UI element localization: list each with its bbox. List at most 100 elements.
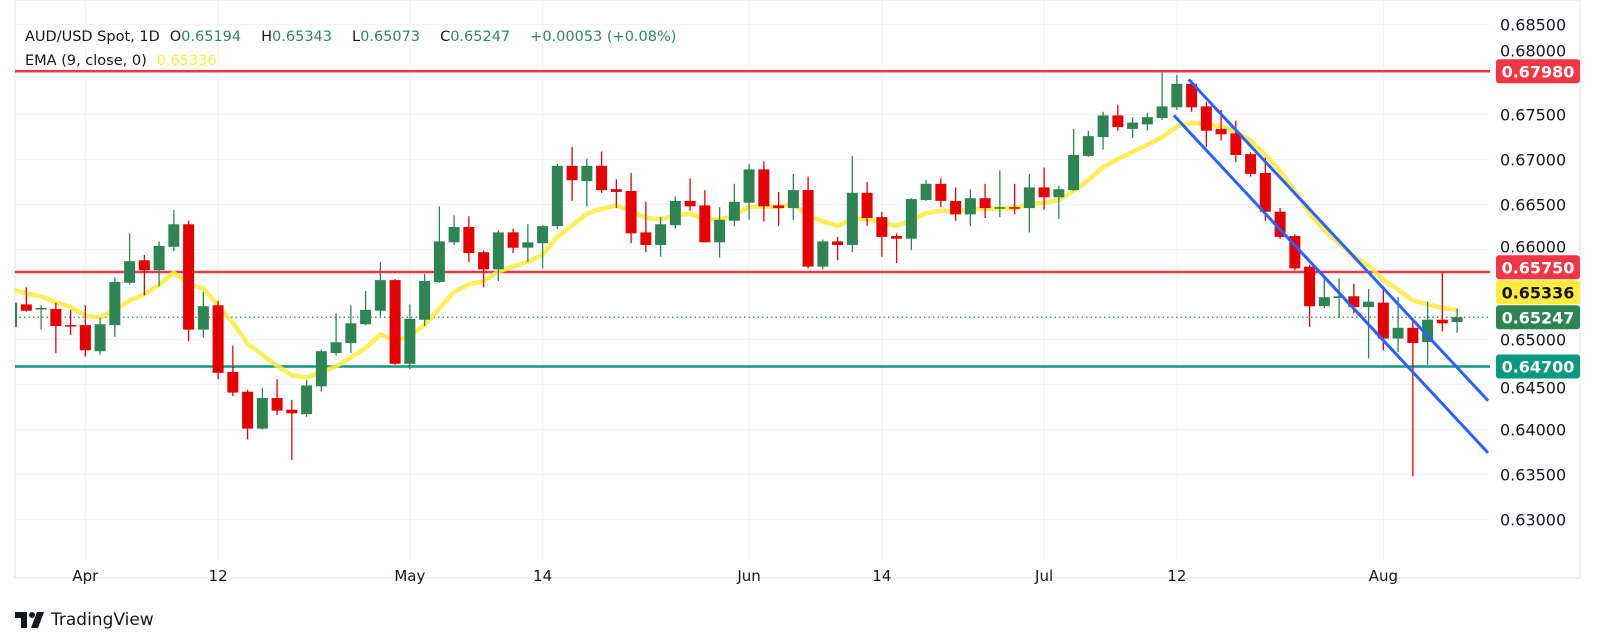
- bullish-candle[interactable]: [330, 313, 342, 356]
- bearish-candle[interactable]: [50, 302, 62, 353]
- time-axis[interactable]: Apr 12 May 14 Jun 14 Jul 12 Aug: [72, 567, 1398, 585]
- bullish-candle[interactable]: [1127, 117, 1139, 138]
- bullish-candle[interactable]: [1053, 185, 1065, 219]
- bullish-candle[interactable]: [522, 224, 534, 263]
- bullish-candle[interactable]: [1422, 301, 1434, 365]
- bearish-candle[interactable]: [1009, 183, 1021, 215]
- bearish-candle[interactable]: [212, 300, 224, 380]
- bearish-candle[interactable]: [699, 190, 711, 243]
- bullish-candle[interactable]: [1318, 278, 1330, 308]
- bullish-candle[interactable]: [404, 304, 416, 370]
- bullish-candle[interactable]: [374, 262, 386, 317]
- bullish-candle[interactable]: [1451, 308, 1463, 333]
- bullish-candle[interactable]: [846, 155, 858, 253]
- bearish-candle[interactable]: [684, 178, 696, 211]
- bearish-candle[interactable]: [1259, 157, 1271, 221]
- bearish-candle[interactable]: [566, 146, 578, 201]
- bearish-candle[interactable]: [1245, 152, 1257, 177]
- bearish-candle[interactable]: [596, 151, 608, 193]
- bearish-candle[interactable]: [507, 228, 519, 254]
- bullish-candle[interactable]: [1082, 130, 1094, 157]
- bearish-candle[interactable]: [20, 287, 32, 312]
- bearish-candle[interactable]: [271, 379, 283, 416]
- bearish-candle[interactable]: [979, 183, 991, 218]
- bearish-candle[interactable]: [935, 178, 947, 208]
- bearish-candle[interactable]: [1407, 319, 1419, 477]
- bullish-candle[interactable]: [669, 196, 681, 229]
- bearish-candle[interactable]: [861, 182, 873, 227]
- bearish-candle[interactable]: [1289, 234, 1301, 271]
- bullish-candle[interactable]: [920, 180, 932, 201]
- bullish-candle[interactable]: [315, 349, 327, 392]
- bullish-candle[interactable]: [345, 305, 357, 353]
- bearish-candle[interactable]: [1436, 272, 1448, 332]
- descending-channel[interactable]: [1172, 78, 1490, 454]
- bearish-candle[interactable]: [1274, 208, 1286, 239]
- channel-lower-trendline[interactable]: [1172, 114, 1490, 454]
- bearish-candle[interactable]: [625, 173, 637, 244]
- channel-upper-trendline[interactable]: [1187, 78, 1490, 402]
- bullish-candle[interactable]: [492, 230, 504, 281]
- bearish-candle[interactable]: [1304, 264, 1316, 327]
- bullish-candle[interactable]: [1171, 74, 1183, 110]
- bullish-candle[interactable]: [1141, 112, 1153, 131]
- bearish-candle[interactable]: [242, 389, 254, 440]
- bearish-candle[interactable]: [891, 233, 903, 263]
- bearish-candle[interactable]: [463, 216, 475, 263]
- bullish-candle[interactable]: [537, 225, 549, 269]
- bearish-candle[interactable]: [286, 399, 298, 461]
- bullish-candle[interactable]: [581, 158, 593, 207]
- bearish-candle[interactable]: [876, 211, 888, 257]
- bearish-candle[interactable]: [610, 179, 622, 209]
- bearish-candle[interactable]: [773, 191, 785, 227]
- bearish-candle[interactable]: [183, 220, 195, 342]
- bearish-candle[interactable]: [758, 161, 770, 222]
- bullish-candle[interactable]: [153, 241, 165, 287]
- bullish-candle[interactable]: [1068, 128, 1080, 191]
- bullish-candle[interactable]: [168, 209, 180, 252]
- bullish-candle[interactable]: [35, 305, 47, 330]
- bearish-candle[interactable]: [950, 187, 962, 221]
- price-axis[interactable]: 0.68500 0.68000 0.67500 0.67000 0.66500 0.660…: [1500, 16, 1566, 530]
- bullish-candle[interactable]: [94, 317, 106, 355]
- bullish-candle[interactable]: [419, 273, 431, 326]
- bullish-candle[interactable]: [743, 164, 755, 220]
- bullish-candle[interactable]: [197, 291, 209, 338]
- bearish-candle[interactable]: [802, 176, 814, 269]
- bullish-candle[interactable]: [1156, 71, 1168, 120]
- symbol-title[interactable]: AUD/USD Spot, 1D: [25, 29, 160, 45]
- bullish-candle[interactable]: [1023, 173, 1035, 233]
- bullish-candle[interactable]: [256, 388, 268, 430]
- bullish-candle[interactable]: [714, 207, 726, 258]
- bullish-candle[interactable]: [360, 290, 372, 326]
- tradingview-logo[interactable]: TradingView: [15, 610, 154, 630]
- bullish-candle[interactable]: [448, 215, 460, 245]
- bullish-candle[interactable]: [109, 277, 121, 337]
- bullish-candle[interactable]: [787, 173, 799, 220]
- bullish-candle[interactable]: [817, 239, 829, 270]
- bearish-candle[interactable]: [1200, 101, 1212, 147]
- bearish-candle[interactable]: [832, 236, 844, 261]
- bullish-candle[interactable]: [1333, 278, 1345, 318]
- bearish-candle[interactable]: [1038, 167, 1050, 210]
- bullish-candle[interactable]: [655, 217, 667, 257]
- bullish-candle[interactable]: [6, 300, 18, 330]
- bullish-candle[interactable]: [905, 198, 917, 251]
- bearish-candle[interactable]: [65, 309, 77, 335]
- bearish-candle[interactable]: [1112, 104, 1124, 131]
- bullish-candle[interactable]: [433, 206, 445, 283]
- bullish-candle[interactable]: [994, 170, 1006, 218]
- bearish-candle[interactable]: [79, 305, 91, 357]
- bullish-candle[interactable]: [1097, 111, 1109, 150]
- bullish-candle[interactable]: [301, 380, 313, 417]
- bearish-candle[interactable]: [478, 250, 490, 288]
- ema-label[interactable]: EMA (9, close, 0): [25, 53, 147, 69]
- bearish-candle[interactable]: [640, 201, 652, 253]
- bullish-candle[interactable]: [124, 233, 136, 285]
- bearish-candle[interactable]: [227, 345, 239, 397]
- bearish-candle[interactable]: [1186, 80, 1198, 112]
- bullish-candle[interactable]: [551, 164, 563, 229]
- bullish-candle[interactable]: [964, 189, 976, 227]
- bearish-candle[interactable]: [138, 254, 150, 296]
